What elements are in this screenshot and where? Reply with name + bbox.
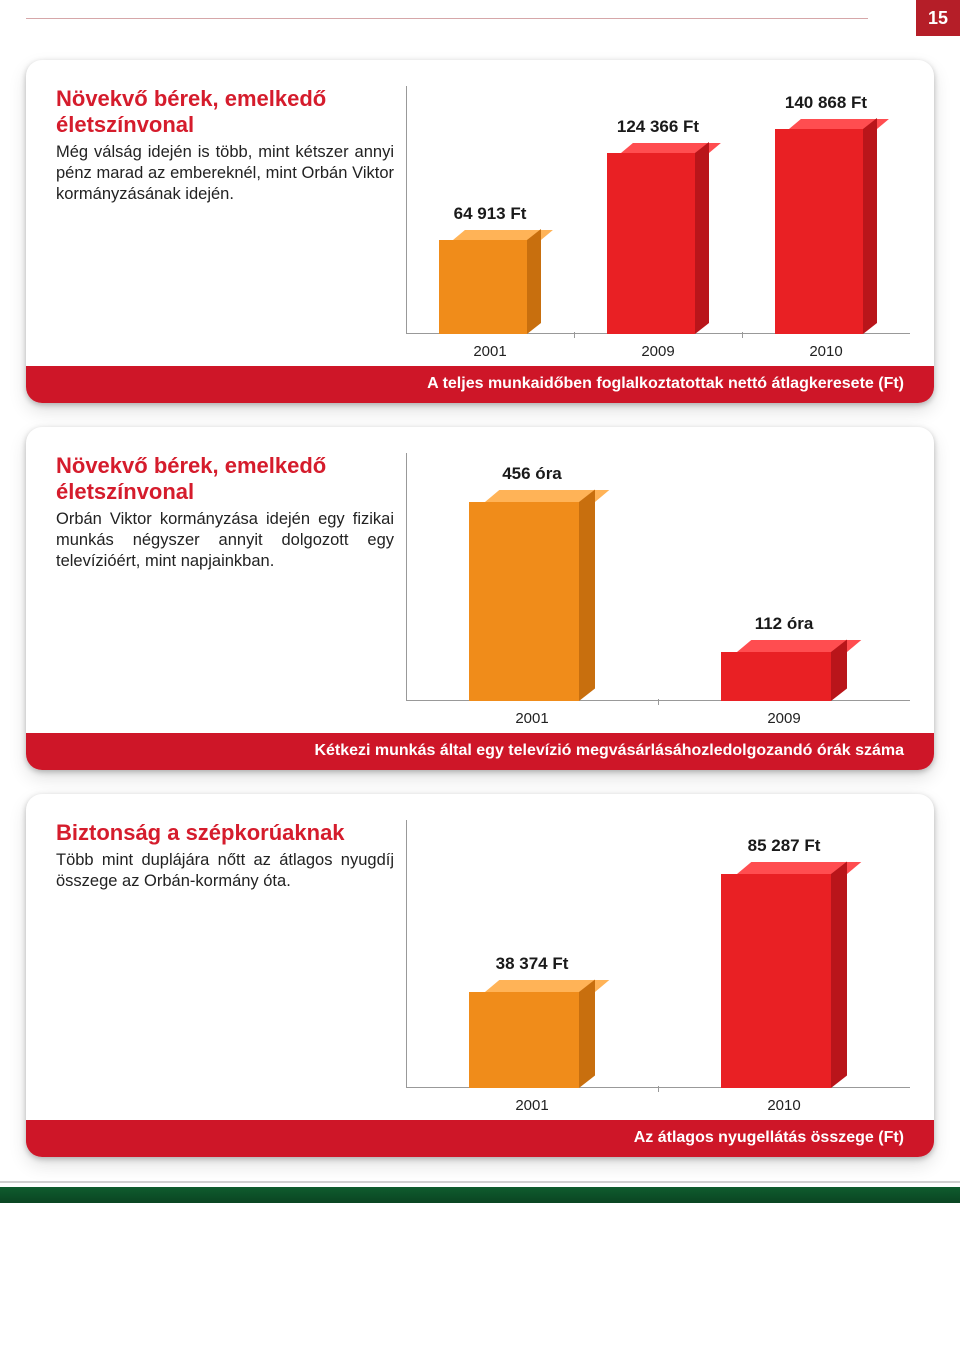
bar-value-label: 85 287 Ft <box>748 836 821 856</box>
panel-wages-chart: 64 913 Ft 124 366 Ft 140 868 Ft 2001 2009 201… <box>406 86 910 366</box>
bar-value-label: 140 868 Ft <box>785 93 867 113</box>
panel-tv-body: Orbán Viktor kormányzása idején egy fizi… <box>56 509 394 572</box>
panel-wages-text: Növekvő bérek, emelkedő életszínvonal Mé… <box>56 86 406 205</box>
bar-value-label: 124 366 Ft <box>617 117 699 137</box>
panel-wages: Növekvő bérek, emelkedő életszínvonal Mé… <box>26 60 934 403</box>
panel-pension: Biztonság a szépkorúaknak Több mint dupl… <box>26 794 934 1157</box>
panel-tv-footer: Kétkezi munkás által egy televízió megvá… <box>26 733 934 770</box>
page-bottom-stripe <box>0 1183 960 1203</box>
x-axis-label: 2001 <box>469 710 595 727</box>
panel-pension-body: Több mint duplájára nőtt az átlagos nyug… <box>56 850 394 892</box>
chart-bar: 64 913 Ft <box>439 204 541 334</box>
panel-tv-chart: 456 óra 112 óra 2001 2009 <box>406 453 910 733</box>
bar-value-label: 38 374 Ft <box>496 954 569 974</box>
panel-tv-title: Növekvő bérek, emelkedő életszínvonal <box>56 453 394 505</box>
chart-bar: 456 óra <box>469 464 595 701</box>
x-axis-label: 2010 <box>721 1097 847 1114</box>
x-axis-label: 2001 <box>469 1097 595 1114</box>
panel-pension-text: Biztonság a szépkorúaknak Több mint dupl… <box>56 820 406 892</box>
panel-pension-title: Biztonság a szépkorúaknak <box>56 820 394 846</box>
chart-bar: 112 óra <box>721 614 847 701</box>
x-axis-label: 2009 <box>721 710 847 727</box>
page-number-tab: 15 <box>916 0 960 36</box>
panel-pension-chart: 38 374 Ft 85 287 Ft 2001 2010 <box>406 820 910 1120</box>
bar-value-label: 64 913 Ft <box>454 204 527 224</box>
chart-bar: 85 287 Ft <box>721 836 847 1088</box>
header-rule <box>26 18 868 19</box>
panel-wages-body: Még válság idején is több, mint kétszer … <box>56 142 394 205</box>
page-number: 15 <box>928 8 948 29</box>
panel-wages-title: Növekvő bérek, emelkedő életszínvonal <box>56 86 394 138</box>
panel-tv-hours: Növekvő bérek, emelkedő életszínvonal Or… <box>26 427 934 770</box>
chart-bar: 124 366 Ft <box>607 117 709 334</box>
x-axis-label: 2001 <box>439 343 541 360</box>
x-axis-label: 2010 <box>775 343 877 360</box>
chart-bar: 140 868 Ft <box>775 93 877 334</box>
x-axis-label: 2009 <box>607 343 709 360</box>
panel-tv-text: Növekvő bérek, emelkedő életszínvonal Or… <box>56 453 406 572</box>
panel-pension-footer: Az átlagos nyugellátás összege (Ft) <box>26 1120 934 1157</box>
panel-wages-footer: A teljes munkaidőben foglalkoztatottak n… <box>26 366 934 403</box>
bar-value-label: 456 óra <box>502 464 562 484</box>
chart-bar: 38 374 Ft <box>469 954 595 1088</box>
bar-value-label: 112 óra <box>755 614 814 634</box>
